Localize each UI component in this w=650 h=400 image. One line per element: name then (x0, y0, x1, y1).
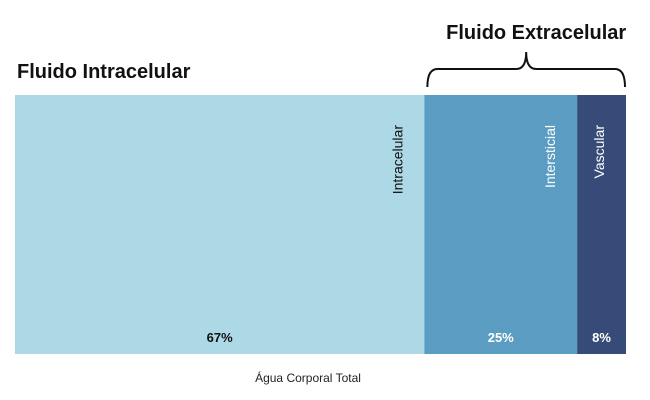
bar-segment-intracelular (15, 95, 425, 354)
group-title-fluido-intracelular: Fluido Intracelular (17, 61, 191, 83)
bar-segment-vascular (577, 95, 626, 354)
bar-segments: Intracelular 67% Intersticial 25% Vascular 8% (15, 95, 626, 354)
segment-label-vascular: Vascular (591, 125, 607, 179)
group-title-fluido-extracelular: Fluido Extracelular (446, 22, 626, 44)
bracket-fluido-extracelular (426, 51, 626, 88)
group-brackets (426, 51, 626, 88)
group-titles: Fluido Intracelular Fluido Extracelular (17, 22, 626, 83)
value-label-intersticial: 25% (488, 330, 514, 345)
x-axis-label: Água Corporal Total (255, 370, 361, 385)
value-label-intracelular: 67% (207, 330, 233, 345)
bar-segment-intersticial (424, 95, 578, 354)
value-label-vascular: 8% (592, 330, 611, 345)
segment-label-intracelular: Intracelular (389, 125, 405, 195)
segment-label-intersticial: Intersticial (542, 125, 558, 188)
